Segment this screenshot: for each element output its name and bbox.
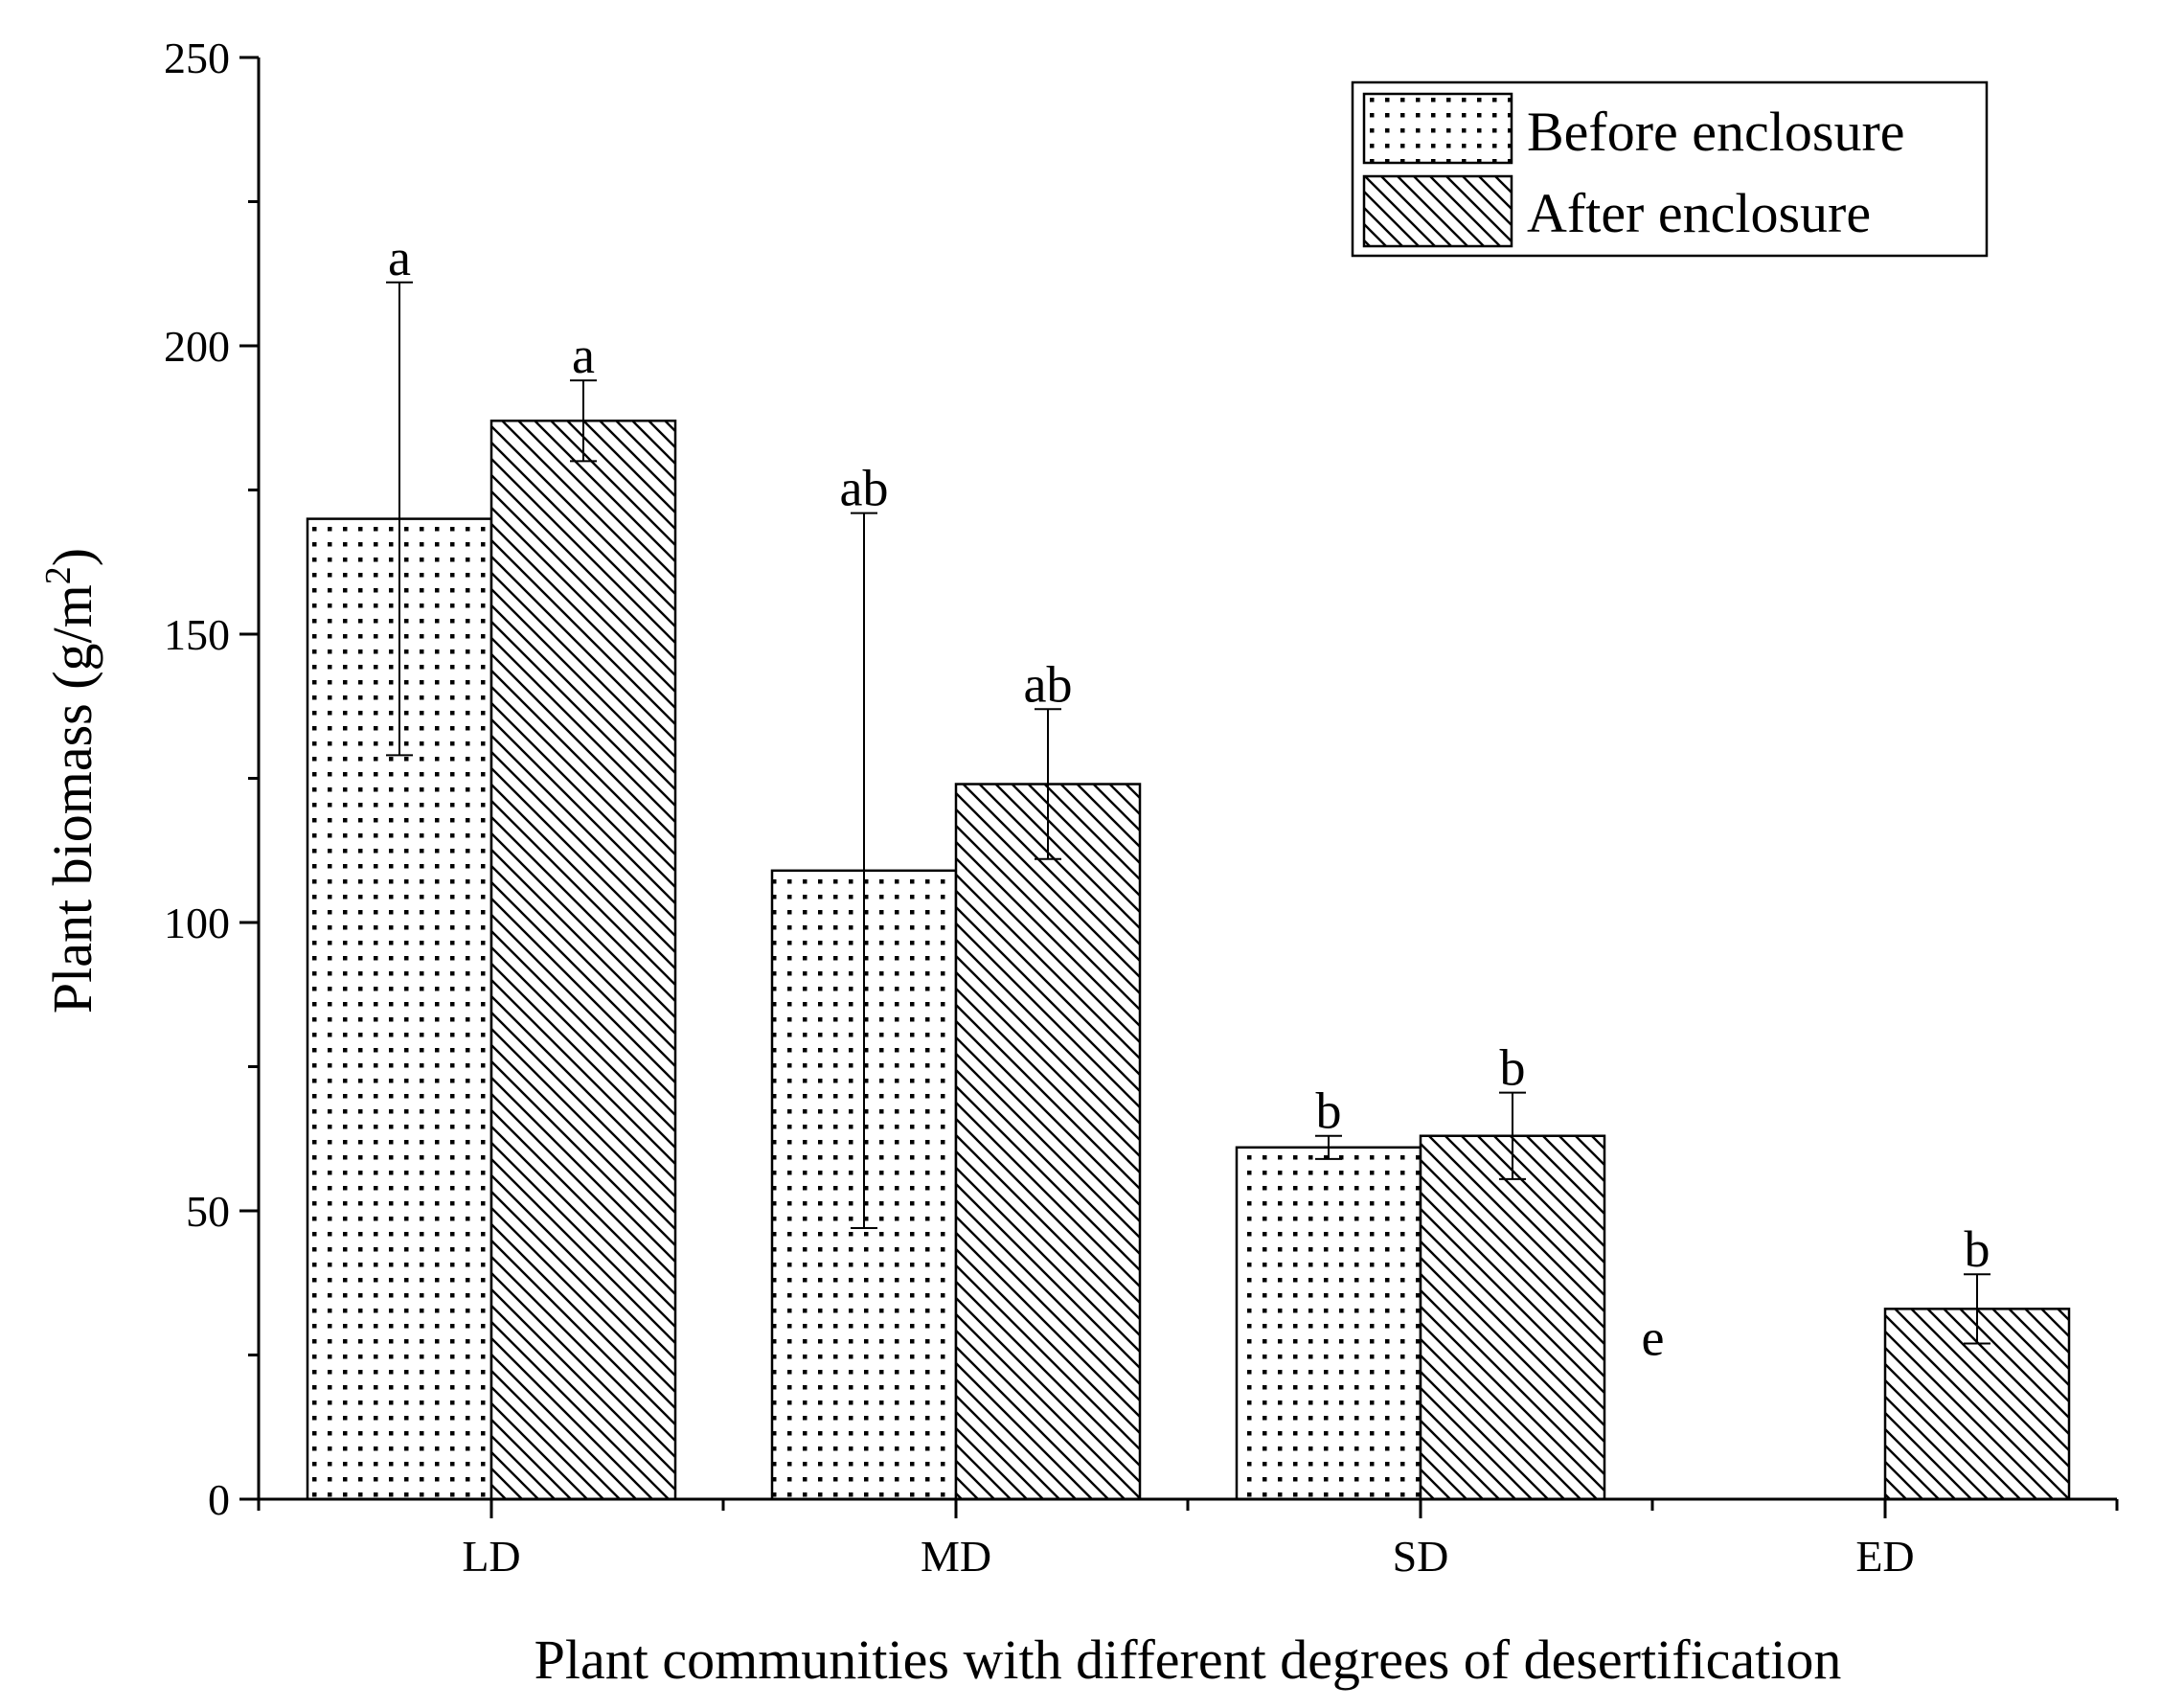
significance-letter-SD-1: b (1500, 1039, 1526, 1097)
bar-MD-1 (954, 783, 1142, 1501)
axes: 0 50 100 150 200 250 LD MD SD ED (164, 34, 2119, 1581)
bars-layer (306, 420, 2071, 1501)
x-axis-title: Plant communities with different degrees… (535, 1628, 1842, 1691)
legend-swatch-before (1362, 92, 1513, 165)
significance-letter-LD-1: a (572, 327, 595, 384)
legend: Before enclosure After enclosure (1351, 80, 1989, 258)
y-tick-label-100: 100 (164, 899, 230, 947)
legend-swatch-after (1362, 174, 1513, 248)
significance-letter-MD-0: ab (840, 460, 889, 517)
y-tick-label-50: 50 (186, 1187, 230, 1236)
significance-letter-ED-0: e (1642, 1309, 1665, 1367)
x-tick-label-ED: ED (1855, 1532, 1914, 1581)
error-bars-layer (386, 281, 1990, 1345)
significance-letter-ED-1: b (1965, 1220, 1990, 1278)
y-tick-label-250: 250 (164, 34, 230, 82)
significance-letter-SD-0: b (1316, 1082, 1342, 1140)
x-tick-label-SD: SD (1393, 1532, 1449, 1581)
y-tick-label-150: 150 (164, 610, 230, 659)
significance-letter-LD-0: a (388, 229, 411, 286)
significance-letters-layer: a a ab ab b b e b (388, 229, 1990, 1367)
y-axis-title: Plant biomass (g/m2) (38, 548, 103, 1013)
y-tick-label-0: 0 (208, 1475, 230, 1524)
x-tick-label-LD: LD (462, 1532, 520, 1581)
x-tick-label-MD: MD (921, 1532, 991, 1581)
bar-LD-1 (489, 420, 677, 1501)
legend-label-after: After enclosure (1527, 182, 1871, 244)
bar-SD-1 (1419, 1134, 1606, 1501)
y-tick-label-200: 200 (164, 322, 230, 371)
significance-letter-MD-1: ab (1024, 655, 1073, 713)
bar-SD-0 (1235, 1146, 1422, 1501)
legend-label-before: Before enclosure (1527, 101, 1905, 163)
